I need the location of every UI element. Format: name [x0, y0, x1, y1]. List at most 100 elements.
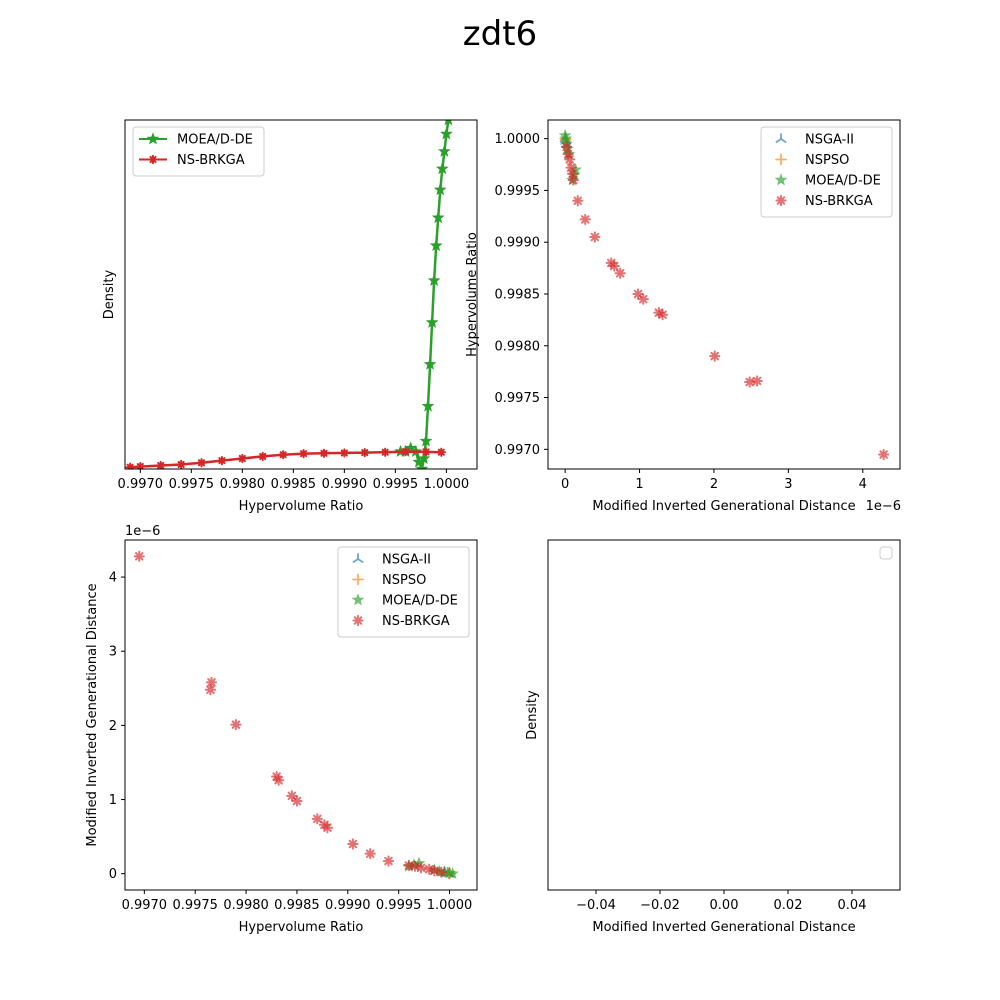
x-tick-label: 1 [635, 477, 643, 492]
data-point-moea-d-de [425, 315, 439, 328]
data-point-moea-d-de [437, 144, 451, 157]
x-tick-label: 0.9970 [122, 898, 168, 913]
data-point-ns-brkga [156, 460, 166, 469]
plot-area [125, 120, 453, 469]
data-point-moea-d-de [444, 120, 453, 126]
legend-label: NS-BRKGA [382, 614, 450, 629]
data-point-ns-brkga [230, 719, 242, 731]
data-point-ns-brkga [339, 448, 349, 458]
legend-box [760, 126, 893, 218]
data-point-ns-brkga [278, 450, 288, 460]
y-axis-label: Hypervolume Ratio [465, 232, 480, 357]
data-point-ns-brkga [403, 859, 415, 872]
axes-frame [124, 539, 478, 891]
chart-panel-top-right: 0 1 2 3 4 0.9970 0.9975 0.9980 0.9985 0.9990 0.999… [465, 119, 901, 514]
legend-marker [146, 132, 160, 145]
x-tick-label: 0.9990 [322, 477, 368, 492]
data-point-ns-brkga [589, 231, 601, 243]
data-point-ns-brkga [204, 684, 217, 696]
data-point-ns-brkga [561, 141, 573, 153]
data-point-ns-brkga [125, 462, 135, 469]
x-tick-label: 0 [561, 477, 569, 492]
y-tick-label: 2 [109, 719, 117, 734]
chart-panel-bottom-left: 0.9970 0.9975 0.9980 0.9985 0.9990 0.9995 1.00… [85, 524, 478, 935]
legend [879, 546, 893, 560]
legend-label: NSPSO [382, 573, 426, 588]
data-point-ns-brkga [436, 447, 446, 457]
x-tick-label: 0.9990 [325, 898, 371, 913]
data-point-ns-brkga [217, 456, 227, 466]
y-tick-label: 0.9985 [495, 287, 541, 302]
data-point-ns-brkga [196, 458, 207, 468]
data-point-ns-brkga [563, 153, 576, 165]
legend-label: MOEA/D-DE [805, 174, 881, 189]
legend-marker [352, 573, 364, 586]
x-tick-label: 0.00 [710, 898, 739, 913]
data-point-ns-brkga [637, 293, 649, 305]
axes-frame [547, 119, 901, 470]
legend-label: MOEA/D-DE [177, 133, 253, 148]
x-tick-label: −0.04 [576, 898, 616, 913]
data-point-ns-brkga [286, 790, 298, 802]
y-tick-label: 1 [109, 793, 117, 808]
x-tick-label: 0.9975 [172, 898, 218, 913]
data-point-moea-d-de [423, 357, 437, 370]
chart-panel-bottom-right: −0.04 −0.02 0.00 0.02 0.04 Modified Inverted … [525, 539, 901, 935]
legend-marker [774, 173, 788, 186]
data-point-ns-brkga [360, 447, 370, 458]
data-point-ns-brkga [572, 195, 584, 207]
x-tick-label: 0.9970 [118, 477, 164, 492]
legend: NSGA-II NSPSO MOEA/D-DE NS-BRKGA [760, 126, 893, 218]
chart-panel-top-left: 0.9970 0.9975 0.9980 0.9985 0.9990 0.9995 1.00… [102, 119, 478, 514]
y-tick-label: 0.9990 [495, 236, 541, 251]
data-point-ns-brkga [744, 376, 756, 388]
data-point-moea-d-de [435, 162, 449, 175]
x-tick-label: 0.9975 [169, 477, 215, 492]
data-point-moea-d-de [431, 211, 445, 224]
x-axis-label: Hypervolume Ratio [239, 920, 364, 935]
data-point-ns-brkga [878, 448, 890, 461]
legend-marker [148, 154, 158, 165]
data-point-ns-brkga [364, 848, 376, 860]
data-point-ns-brkga [347, 838, 359, 850]
data-point-moea-d-de [415, 462, 429, 469]
x-tick-label: 1.0000 [427, 898, 473, 913]
legend-box [879, 546, 893, 560]
x-axis-label: Modified Inverted Generational Distance [592, 920, 855, 935]
data-point-ns-brkga [400, 446, 411, 457]
data-point-ns-brkga [237, 453, 247, 464]
data-point-ns-brkga [176, 459, 186, 469]
y-tick-label: 0.9970 [495, 443, 541, 458]
legend-marker [352, 553, 364, 563]
legend-box [337, 546, 470, 638]
x-tick-label: 0.9980 [223, 898, 269, 913]
y-axis-label: Density [102, 269, 117, 319]
data-point-moea-d-de [429, 238, 443, 252]
data-point-ns-brkga [382, 855, 395, 867]
data-point-ns-brkga [311, 813, 323, 825]
data-point-ns-brkga [608, 260, 620, 272]
y-tick-label: 0 [109, 867, 117, 882]
legend-label: NSPSO [805, 153, 849, 168]
data-point-ns-brkga [751, 375, 763, 387]
data-point-ns-brkga [319, 448, 329, 458]
legend-label: NSGA-II [382, 553, 431, 568]
y-axis-label: Density [525, 690, 540, 740]
y-tick-label: 0.9995 [495, 184, 541, 199]
data-point-ns-brkga [258, 451, 268, 462]
data-point-ns-brkga [435, 866, 447, 878]
y-axis-label: Modified Inverted Generational Distance [85, 583, 100, 846]
legend-marker [775, 133, 787, 143]
legend-marker [352, 614, 364, 627]
y-tick-label: 0.9980 [495, 339, 541, 354]
x-tick-label: 0.02 [774, 898, 803, 913]
data-point-ns-brkga [567, 174, 579, 186]
legend-marker [775, 194, 787, 207]
figure-title: zdt6 [462, 14, 538, 54]
legend-marker [351, 593, 365, 606]
x-axis-label: Hypervolume Ratio [239, 499, 364, 514]
plot-area [558, 128, 890, 461]
x-tick-label: 0.9985 [274, 898, 320, 913]
y-tick-label: 1.0000 [495, 132, 541, 147]
